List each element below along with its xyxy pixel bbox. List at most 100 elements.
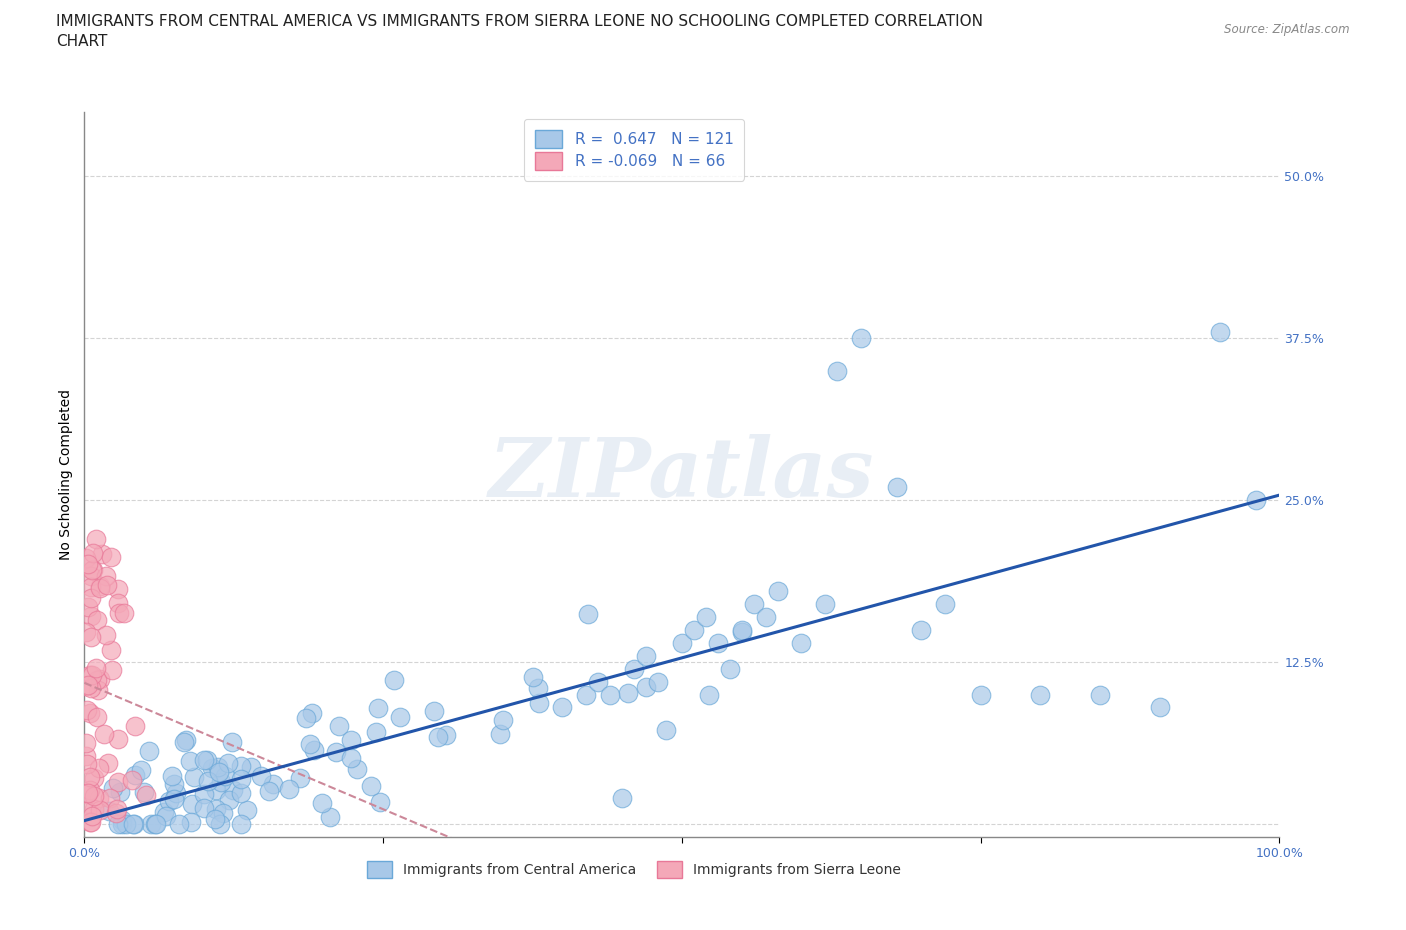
Point bbox=[423, 703, 446, 718]
Point bbox=[79, 815, 101, 830]
Point bbox=[655, 723, 678, 737]
Point bbox=[124, 719, 146, 734]
Point bbox=[239, 760, 262, 775]
Point bbox=[766, 583, 789, 598]
Point bbox=[367, 701, 389, 716]
Point bbox=[302, 742, 325, 757]
Point bbox=[197, 774, 219, 789]
Point bbox=[77, 785, 100, 800]
Point bbox=[77, 678, 100, 693]
Point bbox=[886, 480, 908, 495]
Point bbox=[173, 734, 195, 749]
Point bbox=[97, 804, 120, 818]
Point bbox=[163, 791, 186, 806]
Point bbox=[76, 703, 98, 718]
Text: CHART: CHART bbox=[56, 34, 108, 49]
Point bbox=[755, 609, 778, 624]
Point bbox=[107, 774, 129, 789]
Point bbox=[107, 595, 129, 610]
Point bbox=[492, 713, 515, 728]
Point bbox=[851, 331, 873, 346]
Point bbox=[165, 786, 187, 801]
Point bbox=[229, 758, 252, 773]
Point bbox=[75, 749, 97, 764]
Point bbox=[91, 546, 114, 561]
Point bbox=[205, 783, 228, 798]
Point bbox=[298, 737, 321, 751]
Point bbox=[389, 710, 412, 724]
Point bbox=[814, 596, 837, 611]
Point bbox=[208, 764, 231, 779]
Point bbox=[89, 803, 111, 817]
Point bbox=[145, 817, 167, 831]
Point bbox=[636, 648, 658, 663]
Point bbox=[1209, 325, 1232, 339]
Point bbox=[167, 817, 190, 831]
Point bbox=[218, 792, 240, 807]
Point bbox=[683, 622, 706, 637]
Point bbox=[718, 661, 741, 676]
Point bbox=[79, 668, 101, 683]
Point bbox=[1090, 687, 1112, 702]
Point bbox=[163, 777, 186, 791]
Point bbox=[80, 681, 103, 696]
Point bbox=[229, 817, 252, 831]
Point bbox=[934, 596, 956, 611]
Point bbox=[94, 627, 117, 642]
Point bbox=[617, 685, 640, 700]
Point bbox=[671, 635, 693, 650]
Point bbox=[527, 681, 550, 696]
Point bbox=[82, 545, 104, 560]
Point bbox=[301, 705, 323, 720]
Point bbox=[79, 769, 101, 784]
Point bbox=[217, 755, 239, 770]
Point bbox=[111, 817, 134, 831]
Point bbox=[575, 687, 598, 702]
Point bbox=[204, 811, 226, 826]
Point bbox=[201, 761, 224, 776]
Point bbox=[731, 622, 754, 637]
Point bbox=[79, 630, 101, 644]
Point bbox=[143, 817, 166, 831]
Point bbox=[89, 578, 111, 593]
Point bbox=[153, 804, 176, 819]
Point bbox=[100, 550, 122, 565]
Point bbox=[257, 784, 280, 799]
Point bbox=[207, 760, 229, 775]
Point bbox=[208, 817, 231, 831]
Point bbox=[231, 771, 253, 786]
Point bbox=[183, 769, 205, 784]
Point bbox=[731, 625, 754, 640]
Point bbox=[193, 801, 215, 816]
Point bbox=[87, 683, 110, 698]
Point bbox=[707, 635, 730, 650]
Point bbox=[249, 768, 271, 783]
Point bbox=[157, 794, 180, 809]
Point bbox=[121, 772, 143, 787]
Point bbox=[93, 726, 115, 741]
Point bbox=[75, 678, 97, 693]
Y-axis label: No Schooling Completed: No Schooling Completed bbox=[59, 389, 73, 560]
Point bbox=[364, 724, 387, 739]
Point bbox=[80, 608, 103, 623]
Point bbox=[79, 783, 101, 798]
Point bbox=[209, 775, 232, 790]
Point bbox=[340, 751, 363, 765]
Point bbox=[180, 797, 202, 812]
Point bbox=[129, 763, 152, 777]
Text: ZIPatlas: ZIPatlas bbox=[489, 434, 875, 514]
Point bbox=[193, 752, 215, 767]
Point bbox=[83, 771, 105, 786]
Point bbox=[107, 732, 129, 747]
Point bbox=[75, 551, 97, 565]
Point bbox=[221, 735, 243, 750]
Point bbox=[111, 813, 134, 828]
Point bbox=[86, 661, 108, 676]
Point bbox=[87, 761, 110, 776]
Point bbox=[107, 605, 129, 620]
Point bbox=[94, 568, 117, 583]
Point bbox=[222, 783, 245, 798]
Point bbox=[319, 809, 342, 824]
Point bbox=[83, 802, 105, 817]
Point bbox=[328, 719, 350, 734]
